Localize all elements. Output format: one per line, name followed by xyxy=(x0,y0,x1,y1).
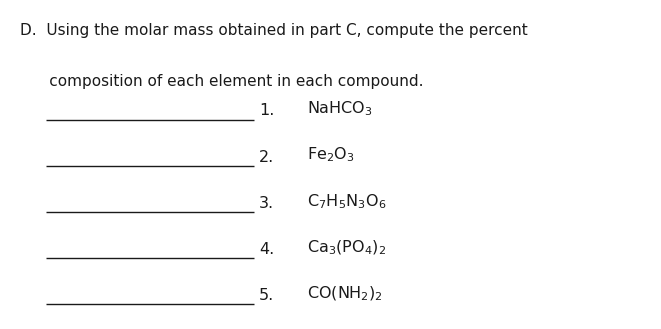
Text: C$_7$H$_5$N$_3$O$_6$: C$_7$H$_5$N$_3$O$_6$ xyxy=(307,192,387,211)
Text: NaHCO$_3$: NaHCO$_3$ xyxy=(307,100,373,118)
Text: 1.: 1. xyxy=(259,103,274,118)
Text: 4.: 4. xyxy=(259,241,274,257)
Text: Ca$_3$(PO$_4$)$_2$: Ca$_3$(PO$_4$)$_2$ xyxy=(307,238,387,257)
Text: composition of each element in each compound.: composition of each element in each comp… xyxy=(20,74,423,89)
Text: Fe$_2$O$_3$: Fe$_2$O$_3$ xyxy=(307,146,355,164)
Text: CO(NH$_2$)$_2$: CO(NH$_2$)$_2$ xyxy=(307,284,383,303)
Text: 3.: 3. xyxy=(259,195,274,211)
Text: 5.: 5. xyxy=(259,288,274,303)
Text: 2.: 2. xyxy=(259,149,274,164)
Text: D.  Using the molar mass obtained in part C, compute the percent: D. Using the molar mass obtained in part… xyxy=(20,23,527,38)
